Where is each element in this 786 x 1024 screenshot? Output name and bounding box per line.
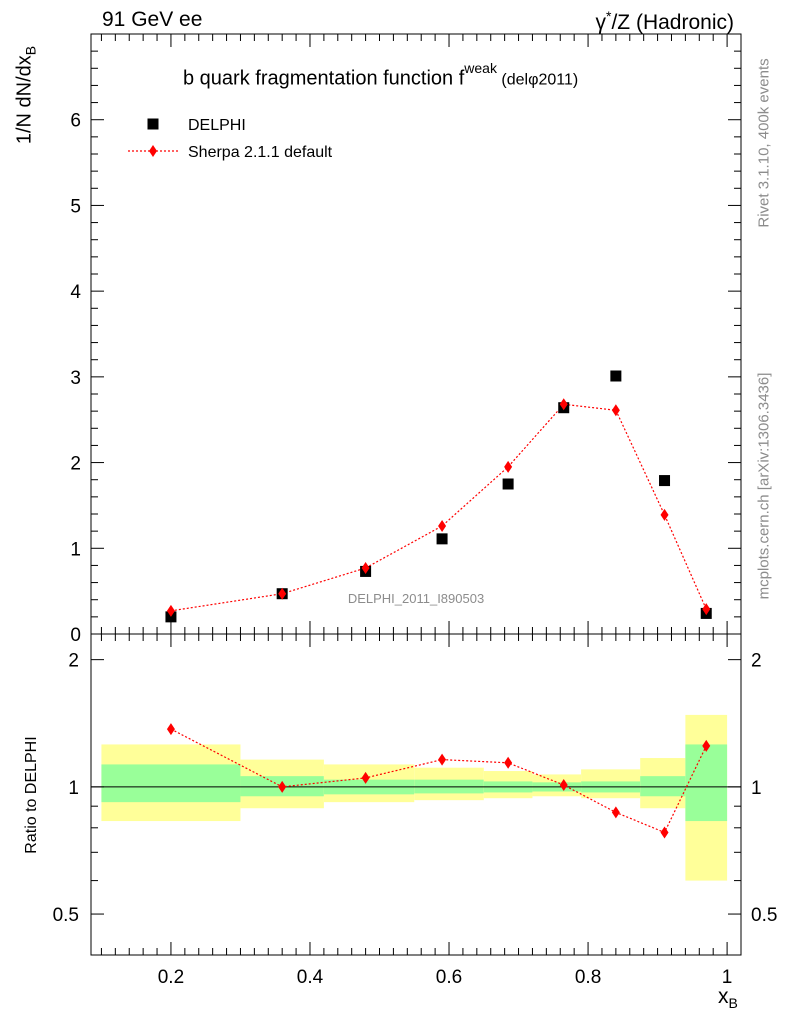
ratio-plot-frame (90, 633, 742, 956)
ratio-inner-band-7 (640, 776, 686, 797)
main-ytick-label: 1 (70, 539, 81, 560)
ratio-sherpa-point (611, 806, 620, 819)
sherpa-point (166, 604, 175, 617)
delphi-point (659, 475, 671, 487)
main-ytick-label: 2 (70, 454, 81, 475)
ratio-sherpa-point (166, 723, 175, 736)
ratio-sherpa-point (361, 771, 370, 784)
sherpa-point (438, 520, 447, 532)
sherpa-point (611, 404, 620, 417)
delphi-point (502, 478, 514, 490)
ratio-sherpa-point (702, 739, 711, 752)
legend-delphi-marker (147, 118, 159, 130)
ratio-ytick-label-right: 1 (751, 778, 762, 799)
main-ytick-label: 5 (70, 196, 81, 217)
xtick-label: 1 (722, 967, 733, 988)
ratio-inner-band-8 (685, 744, 728, 822)
delphi-point (610, 370, 622, 382)
xlabel-text: x (718, 985, 729, 1008)
analysis-watermark: DELPHI_2011_I890503 (348, 591, 484, 606)
ratio-ytick-label-right: 2 (751, 651, 762, 672)
sherpa-point (361, 562, 370, 574)
header-right-suffix: /Z (Hadronic) (611, 11, 734, 34)
chart-title: b quark fragmentation function fweak (de… (183, 60, 579, 91)
main-ytick-label: 0 (70, 625, 81, 646)
header-right-label: γ*/Z (Hadronic) (596, 8, 734, 35)
ratio-sherpa-point (278, 780, 287, 793)
ratio-axis-ticks: 0.5 0.5 1 1 2 2 0.2 0.4 0.6 0.8 1 (53, 634, 777, 988)
main-ytick-label: 4 (70, 282, 81, 303)
main-ytick-label: 3 (70, 368, 81, 389)
ratio-ytick-label-left: 2 (68, 651, 79, 672)
ratio-plot-border (90, 633, 742, 956)
ratio-sherpa-point (660, 826, 669, 839)
xtick-label: 0.8 (575, 967, 601, 988)
main-axis-ticks: 0 1 2 3 4 5 6 (70, 34, 741, 646)
chart-title-main: b quark fragmentation function f (183, 67, 465, 90)
chart-title-suffix: (delφ2011) (496, 71, 579, 89)
sherpa-point (702, 603, 711, 616)
ratio-ytick-label-left: 0.5 (53, 905, 79, 926)
xtick-label: 0.2 (158, 967, 184, 988)
xlabel-sub: B (728, 995, 738, 1012)
chart-title-sup: weak (464, 60, 497, 76)
legend-sherpa-label: Sherpa 2.1.1 default (188, 144, 333, 161)
ratio-sherpa-point (504, 756, 513, 769)
header-right-gamma: γ (595, 11, 607, 34)
ratio-sherpa-point (438, 753, 447, 766)
sherpa-point (559, 398, 568, 411)
legend-sherpa-marker (149, 145, 157, 157)
legend-delphi-label: DELPHI (188, 117, 246, 134)
sherpa-line (170, 403, 707, 612)
sherpa-point (278, 587, 287, 600)
delphi-point (436, 533, 448, 545)
xlabel: xB (718, 985, 738, 1011)
ratio-sherpa-point (559, 779, 568, 792)
sherpa-point (660, 508, 669, 521)
header-right-star: * (606, 8, 612, 24)
legend: DELPHI Sherpa 2.1.1 default (128, 117, 333, 161)
ratio-ytick-label-right: 0.5 (751, 905, 777, 926)
xtick-label: 0.6 (436, 967, 462, 988)
xtick-label: 0.4 (297, 967, 324, 988)
ratio-ytick-label-left: 1 (68, 778, 79, 799)
sherpa-point (504, 460, 513, 473)
header-left-label: 91 GeV ee (102, 8, 203, 31)
ratio-inner-band-0 (101, 764, 241, 803)
ratio-bands (101, 714, 728, 881)
main-ytick-label: 6 (70, 111, 81, 132)
